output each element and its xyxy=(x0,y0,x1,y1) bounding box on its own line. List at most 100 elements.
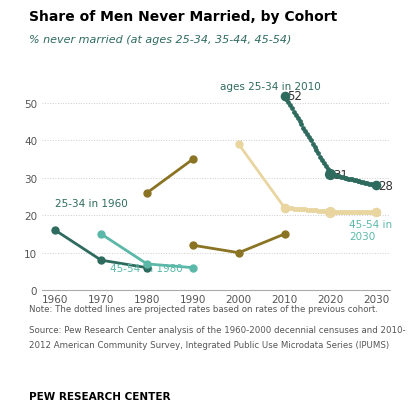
Point xyxy=(313,148,320,154)
Point xyxy=(321,208,327,215)
Text: 2012 American Community Survey, Integrated Public Use Microdata Series (IPUMS): 2012 American Community Survey, Integrat… xyxy=(29,340,389,349)
Point xyxy=(300,207,307,213)
Point xyxy=(356,209,363,215)
Point xyxy=(364,180,370,187)
Text: 25-34 in 1960: 25-34 in 1960 xyxy=(55,198,128,208)
Point xyxy=(362,209,369,215)
Point xyxy=(283,205,290,212)
Text: Note: The dotted lines are projected rates based on rates of the previous cohort: Note: The dotted lines are projected rat… xyxy=(29,305,378,314)
Point xyxy=(285,205,292,212)
Point xyxy=(369,182,376,188)
Point xyxy=(336,173,342,180)
Point xyxy=(373,209,380,215)
Point xyxy=(304,207,310,213)
Point xyxy=(345,209,352,215)
Point xyxy=(373,209,380,215)
Point xyxy=(315,151,322,157)
Point xyxy=(339,209,346,215)
Point xyxy=(367,181,374,188)
Point xyxy=(319,208,325,215)
Point xyxy=(311,207,318,214)
Text: ages 25-34 in 2010: ages 25-34 in 2010 xyxy=(220,81,321,92)
Point xyxy=(356,179,363,185)
Point xyxy=(190,157,196,163)
Point xyxy=(317,154,324,160)
Point xyxy=(336,209,342,215)
Point xyxy=(290,206,297,212)
Point xyxy=(343,175,350,182)
Point xyxy=(302,207,308,213)
Point xyxy=(366,209,372,215)
Point xyxy=(235,250,242,256)
Point xyxy=(304,131,310,138)
Point xyxy=(190,243,196,249)
Point xyxy=(300,125,307,132)
Point xyxy=(281,93,288,100)
Point xyxy=(190,265,196,271)
Point xyxy=(354,178,361,184)
Point xyxy=(341,175,348,182)
Point xyxy=(293,206,299,213)
Text: PEW RESEARCH CENTER: PEW RESEARCH CENTER xyxy=(29,391,171,401)
Point xyxy=(308,207,314,214)
Point xyxy=(326,209,333,215)
Point xyxy=(322,208,329,215)
Point xyxy=(315,208,322,214)
Point xyxy=(98,257,105,264)
Point xyxy=(358,209,365,215)
Point xyxy=(285,99,292,106)
Text: 45-54 in
2030: 45-54 in 2030 xyxy=(349,220,392,241)
Point xyxy=(351,177,357,184)
Point xyxy=(281,205,288,211)
Point xyxy=(287,205,293,212)
Point xyxy=(144,265,150,271)
Point xyxy=(328,172,335,178)
Point xyxy=(349,209,355,215)
Text: Share of Men Never Married, by Cohort: Share of Men Never Married, by Cohort xyxy=(29,10,337,24)
Point xyxy=(144,190,150,197)
Text: 31: 31 xyxy=(333,168,348,181)
Point xyxy=(326,170,333,176)
Point xyxy=(352,209,359,215)
Point xyxy=(351,209,357,215)
Text: Source: Pew Research Center analysis of the 1960-2000 decennial censuses and 201: Source: Pew Research Center analysis of … xyxy=(29,325,406,334)
Point xyxy=(294,206,301,213)
Point xyxy=(319,157,325,164)
Point xyxy=(360,180,366,186)
Point xyxy=(281,205,288,211)
Point xyxy=(330,209,337,215)
Point xyxy=(281,205,288,211)
Point xyxy=(317,208,324,214)
Point xyxy=(345,176,352,182)
Point xyxy=(321,160,327,167)
Text: 45-54 in 1980: 45-54 in 1980 xyxy=(110,264,183,274)
Point xyxy=(349,177,355,183)
Text: % never married (at ages 25-34, 35-44, 45-54): % never married (at ages 25-34, 35-44, 4… xyxy=(29,35,291,45)
Point xyxy=(293,112,299,119)
Point xyxy=(334,173,340,180)
Point xyxy=(289,106,295,112)
Point xyxy=(328,209,335,215)
Point xyxy=(302,128,308,135)
Text: 28: 28 xyxy=(378,180,393,192)
Point xyxy=(366,181,372,187)
Point xyxy=(308,138,314,144)
Point xyxy=(337,174,344,180)
Point xyxy=(327,209,334,215)
Point xyxy=(347,209,354,215)
Point xyxy=(298,122,305,128)
Point xyxy=(373,183,380,189)
Point xyxy=(352,178,359,184)
Point xyxy=(327,171,334,178)
Point xyxy=(311,144,318,151)
Point xyxy=(347,176,354,183)
Point xyxy=(332,209,339,215)
Point xyxy=(281,231,288,238)
Point xyxy=(367,209,374,215)
Point xyxy=(360,209,366,215)
Point xyxy=(322,164,329,170)
Point xyxy=(362,180,369,187)
Point xyxy=(144,261,150,267)
Point xyxy=(289,206,295,212)
Point xyxy=(287,103,293,109)
